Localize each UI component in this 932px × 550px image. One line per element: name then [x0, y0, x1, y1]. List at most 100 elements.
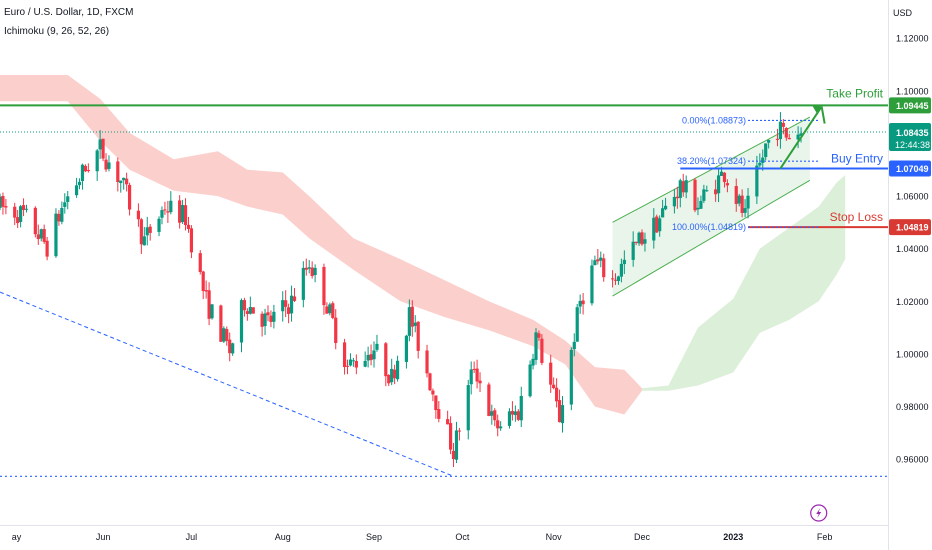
candle-body [228, 339, 232, 354]
candle-body [466, 385, 470, 431]
candle-body [139, 219, 143, 245]
candle-body [86, 169, 90, 172]
candle-bullish [469, 361, 473, 395]
candle-bearish [198, 250, 202, 275]
candle-body [581, 300, 585, 305]
candle-body [180, 205, 185, 223]
candle-bullish [799, 127, 803, 143]
last-price-tag-text: 1.08435 [896, 128, 929, 138]
candle-body [292, 296, 297, 301]
candle-bullish [395, 355, 400, 382]
candle-body [77, 181, 82, 186]
last-price-tag-bg [889, 122, 931, 151]
candle-body [219, 305, 223, 342]
candle-bearish [166, 200, 170, 224]
candle-body [787, 137, 791, 140]
candle-bullish [616, 275, 621, 285]
projection-arrow-line [779, 106, 823, 169]
candle-body [552, 384, 556, 389]
candle-body [281, 300, 285, 312]
candle-bullish [572, 333, 576, 357]
candle-body [678, 180, 682, 198]
candle-body [475, 368, 479, 382]
candle-body [640, 232, 644, 245]
candle-body [80, 164, 85, 182]
candle-bullish [466, 379, 470, 440]
buy-entry-label: Buy Entry [831, 151, 883, 165]
candle-bearish [655, 214, 659, 233]
candle-bullish [77, 178, 82, 190]
candle-bearish [387, 374, 391, 387]
candle-body [269, 315, 273, 322]
candle-bullish [575, 303, 579, 342]
candle-body [231, 343, 235, 354]
stop-loss-tag-text: 1.04819 [896, 223, 929, 233]
price-tick-label: 1.12000 [896, 34, 929, 44]
candle-bullish [289, 285, 294, 322]
candle-body [16, 217, 20, 224]
candle-body [334, 317, 338, 344]
candle-bearish [183, 198, 188, 231]
candles [0, 112, 803, 468]
candle-body [610, 278, 615, 280]
candle-bullish [390, 358, 394, 386]
candle-body [643, 239, 647, 244]
candle-body [395, 360, 400, 380]
candle-bullish [767, 139, 771, 149]
time-tick-label: Sep [366, 532, 382, 542]
time-tick-label: 2023 [723, 532, 743, 542]
candle-body [136, 210, 141, 220]
candle-body [263, 313, 267, 327]
candle-bullish [796, 126, 800, 149]
candle-body [104, 159, 108, 170]
candle-bullish [160, 206, 164, 225]
candle-bullish [372, 341, 376, 368]
lightning-icon [816, 508, 822, 518]
candle-bearish [496, 414, 500, 437]
candle-bullish [19, 204, 23, 228]
candle-body [631, 241, 635, 260]
candle-body [4, 206, 8, 208]
candle-body [225, 329, 229, 341]
candle-bullish [375, 334, 379, 352]
candle-body [528, 364, 532, 397]
candle-body [178, 200, 182, 223]
candle-body [696, 207, 700, 210]
candle-bullish [507, 408, 512, 429]
candle-bullish [169, 191, 173, 215]
candle-bearish [457, 427, 462, 441]
candle-bullish [513, 405, 517, 422]
candle-body [469, 369, 473, 385]
candle-body [369, 354, 373, 361]
candle-bullish [351, 357, 355, 367]
indicator-label[interactable]: Ichimoku (9, 26, 52, 26) [4, 26, 110, 37]
channel-lower-line [612, 179, 811, 297]
ichimoku-cloud-bullish [642, 175, 846, 391]
candle-bearish [57, 210, 61, 226]
candle-body [434, 395, 438, 411]
candle-bearish [219, 304, 223, 342]
candle-body [719, 171, 724, 176]
candle-bearish [602, 253, 606, 282]
candle-body [557, 400, 562, 423]
candle-body [242, 300, 247, 311]
candle-body [122, 177, 126, 181]
candle-body [160, 210, 164, 218]
candle-body [325, 306, 329, 314]
candle-body [672, 196, 677, 207]
candle-bearish [13, 202, 17, 226]
candle-body [572, 341, 576, 350]
candle-body [390, 368, 394, 383]
candle-body [284, 300, 288, 307]
candle-body [590, 265, 594, 304]
candle-bearish [266, 305, 270, 322]
candle-bullish [746, 187, 750, 219]
candle-body [661, 208, 665, 218]
candle-body [560, 405, 565, 424]
candle-bearish [207, 282, 211, 326]
candle-bearish [178, 195, 182, 229]
candle-bearish [334, 309, 338, 350]
candle-body [457, 430, 462, 432]
candle-bullish [684, 175, 688, 199]
